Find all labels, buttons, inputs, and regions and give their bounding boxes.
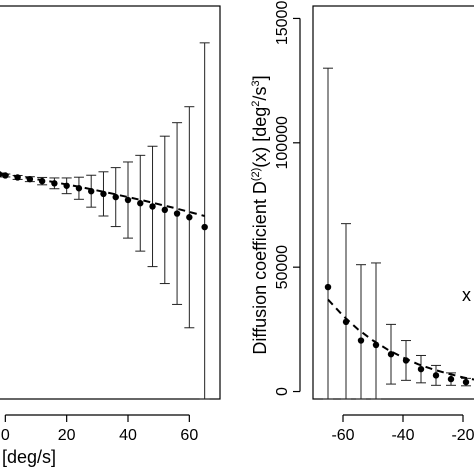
left-data-point [38,177,46,185]
right-data-point [357,337,365,344]
left-data-point [63,182,70,189]
left-data-point [75,185,83,192]
right-x-tick-label: -40 [391,427,414,444]
right-data-point [402,357,410,364]
right-panel: 0 50000 100000 150000 -60 -40 -20 Diffusion c… [250,0,474,444]
right-y-axis: 0 50000 100000 150000 [274,0,301,396]
right-data-point [417,365,425,373]
right-y-tick-label: 150000 [274,0,291,45]
left-x-axis: 0 20 40 60 [1,414,198,444]
left-data-point [14,174,21,181]
right-fit-curve [327,298,474,381]
left-data-point [173,210,181,217]
left-x-axis-label: [deg/s] [2,447,56,467]
left-data-point [161,206,168,214]
left-data-point [201,223,208,231]
left-data-point [88,188,95,195]
right-data-point [432,372,440,379]
left-panel: 0 20 40 60 [deg/s] [0,5,221,467]
right-x-tick-label: -20 [451,427,474,444]
right-data-point [342,318,350,326]
left-data-point [51,180,58,187]
right-data-point [324,283,332,291]
left-data-point [149,203,156,210]
right-plot-frame [312,5,474,400]
left-x-tick-label: 20 [58,427,76,444]
right-data-point [387,351,395,358]
left-x-tick-label: 40 [119,427,137,444]
right-data-points [324,283,470,386]
right-data-point [462,378,470,386]
right-data-point [372,341,380,349]
right-y-axis-label: Diffusion coefficient D(2)(x) [deg2/s3] [250,75,270,354]
right-x-tick-label: -60 [331,427,354,444]
left-x-tick-label: 60 [180,427,198,444]
left-data-point [186,214,193,221]
left-data-point [112,193,119,201]
left-data-point [124,196,132,204]
right-y-tick-label: 100000 [274,116,291,169]
right-y-tick-label: 50000 [274,245,291,290]
right-data-point [447,375,455,383]
right-x-axis-label: x [462,285,471,305]
left-error-bars [0,42,210,400]
left-data-point [100,190,107,198]
left-data-points [0,171,208,231]
right-x-axis: -60 -40 -20 [331,414,474,444]
left-data-point [137,200,144,207]
left-data-point [0,171,3,178]
left-plot-frame [0,5,221,400]
right-error-bars [323,67,471,400]
left-data-point [26,175,34,183]
left-x-tick-label: 0 [1,427,10,444]
left-fit-curve [0,172,205,217]
right-y-tick-label: 0 [274,387,291,396]
left-data-point [2,172,9,179]
